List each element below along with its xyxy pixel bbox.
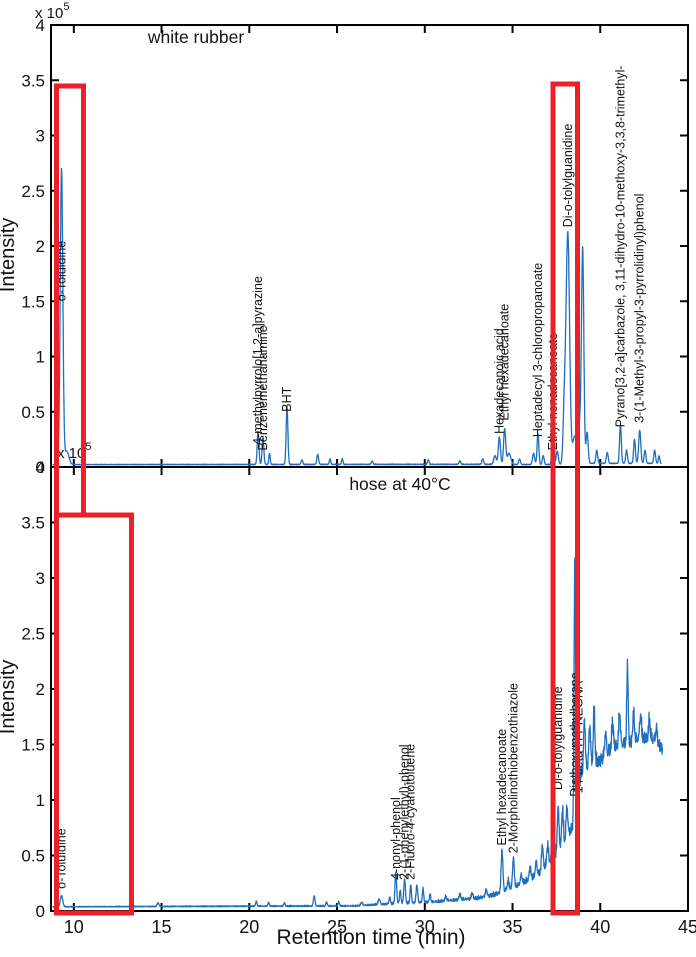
y-tick-label: 2 xyxy=(36,680,45,699)
y-scale-label: x 105 xyxy=(57,441,91,462)
y-axis-label: Intensity xyxy=(0,218,19,292)
x-tick-label: 40 xyxy=(590,917,610,937)
scale-exponent: 5 xyxy=(63,1,69,13)
peak-label: 4-nonyl-phenol xyxy=(389,797,403,880)
peak-label: 2-(1-phenylethyl)-phenol xyxy=(398,744,412,880)
peak-label: Di-o-tolylguanidine xyxy=(561,124,575,228)
peak-label: 3-(1-Methyl-3-propyl-3-pyrrolidinyl)phen… xyxy=(633,194,647,423)
peak-label: 2-Morpholinothiobenzothiazole xyxy=(506,683,520,853)
x-tick-label: 35 xyxy=(503,917,523,937)
peak-label: Pyrano[3,2-a]carbazole, 3,11-dihydro-10-… xyxy=(613,65,627,427)
peak-label: 2-Fluoro-4-cyanotoluene xyxy=(404,744,418,880)
peak-label: BHT xyxy=(280,386,294,411)
panel-title: hose at 40°C xyxy=(349,474,450,494)
x-tick-label: 30 xyxy=(415,917,435,937)
x-tick-label: 10 xyxy=(64,917,84,937)
y-tick-label: 2.5 xyxy=(21,182,45,201)
y-tick-label: 0.5 xyxy=(21,403,45,422)
y-tick-label: 3.5 xyxy=(21,71,45,90)
x-tick-label: 25 xyxy=(327,917,347,937)
x-tick-label: 45 xyxy=(678,917,696,937)
y-tick-label: 0 xyxy=(36,902,45,921)
y-tick-label: 4 xyxy=(36,458,45,477)
x-tick-label: 15 xyxy=(152,917,172,937)
y-tick-label: 0.5 xyxy=(21,847,45,866)
y-tick-label: 2 xyxy=(36,237,45,256)
chromatogram-trace-top xyxy=(52,167,662,466)
peak-label: Benzenemethanamine xyxy=(256,325,270,450)
panel-frame xyxy=(50,466,689,912)
y-tick-label: 1 xyxy=(36,791,45,810)
scale-exponent: 5 xyxy=(85,441,91,453)
highlight-box-di-o-tolylguanidine-both xyxy=(550,81,580,916)
chromatogram-trace-bottom xyxy=(52,556,664,908)
y-tick-label: 1.5 xyxy=(21,292,45,311)
peak-label: Ethyl hexadecanoate xyxy=(498,304,512,421)
y-tick-label: 2.5 xyxy=(21,625,45,644)
y-tick-label: 0 xyxy=(36,458,45,477)
y-tick-label: 3.5 xyxy=(21,514,45,533)
y-tick-label: 3 xyxy=(36,127,45,146)
y-tick-label: 4 xyxy=(36,16,45,35)
highlight-box-o-toluidine-bottom xyxy=(54,512,134,916)
y-tick-label: 1.5 xyxy=(21,736,45,755)
peak-label: 4-methylpyrrolo[1,2-a]pyrazine xyxy=(251,276,265,445)
x-axis-label: Retention time (min) xyxy=(276,926,465,949)
scale-base: x 10 xyxy=(35,5,63,22)
x-tick-label: 20 xyxy=(239,917,259,937)
panel-frame xyxy=(50,24,689,468)
y-scale-label: x 105 xyxy=(35,1,69,22)
y-tick-label: 3 xyxy=(36,569,45,588)
peak-label: Ethyl hexadecanoate xyxy=(495,729,509,846)
panel-title: white rubber xyxy=(147,27,244,47)
y-axis-label: Intensity xyxy=(0,660,19,734)
peak-label: Hexadecanoic acid xyxy=(492,328,506,434)
scale-base: x 10 xyxy=(57,445,85,462)
peak-label: Heptadecyl 3-chloropropanoate xyxy=(531,263,545,437)
y-tick-label: 1 xyxy=(36,348,45,367)
